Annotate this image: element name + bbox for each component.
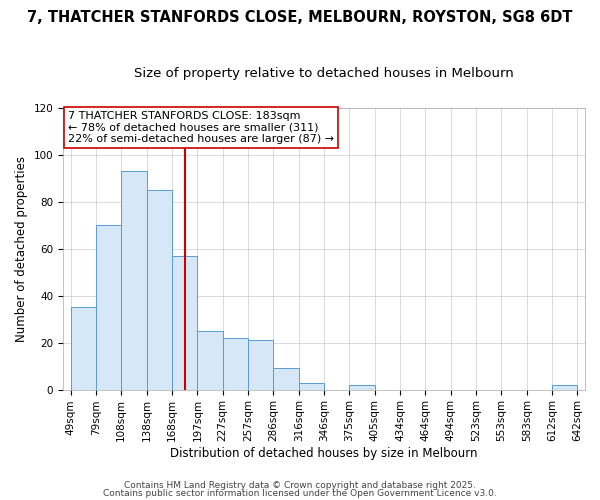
Title: Size of property relative to detached houses in Melbourn: Size of property relative to detached ho… bbox=[134, 68, 514, 80]
Bar bbox=[299, 382, 324, 390]
Bar bbox=[71, 308, 96, 390]
Text: 7, THATCHER STANFORDS CLOSE, MELBOURN, ROYSTON, SG8 6DT: 7, THATCHER STANFORDS CLOSE, MELBOURN, R… bbox=[27, 10, 573, 25]
Bar bbox=[223, 338, 248, 390]
Text: Contains HM Land Registry data © Crown copyright and database right 2025.: Contains HM Land Registry data © Crown c… bbox=[124, 481, 476, 490]
Bar bbox=[552, 385, 577, 390]
Bar bbox=[349, 385, 374, 390]
Bar bbox=[96, 226, 121, 390]
Bar bbox=[172, 256, 197, 390]
Bar bbox=[274, 368, 299, 390]
Text: 7 THATCHER STANFORDS CLOSE: 183sqm
← 78% of detached houses are smaller (311)
22: 7 THATCHER STANFORDS CLOSE: 183sqm ← 78%… bbox=[68, 111, 334, 144]
Y-axis label: Number of detached properties: Number of detached properties bbox=[15, 156, 28, 342]
Bar bbox=[121, 172, 146, 390]
Bar bbox=[197, 331, 223, 390]
X-axis label: Distribution of detached houses by size in Melbourn: Distribution of detached houses by size … bbox=[170, 447, 478, 460]
Text: Contains public sector information licensed under the Open Government Licence v3: Contains public sector information licen… bbox=[103, 488, 497, 498]
Bar bbox=[146, 190, 172, 390]
Bar bbox=[248, 340, 274, 390]
